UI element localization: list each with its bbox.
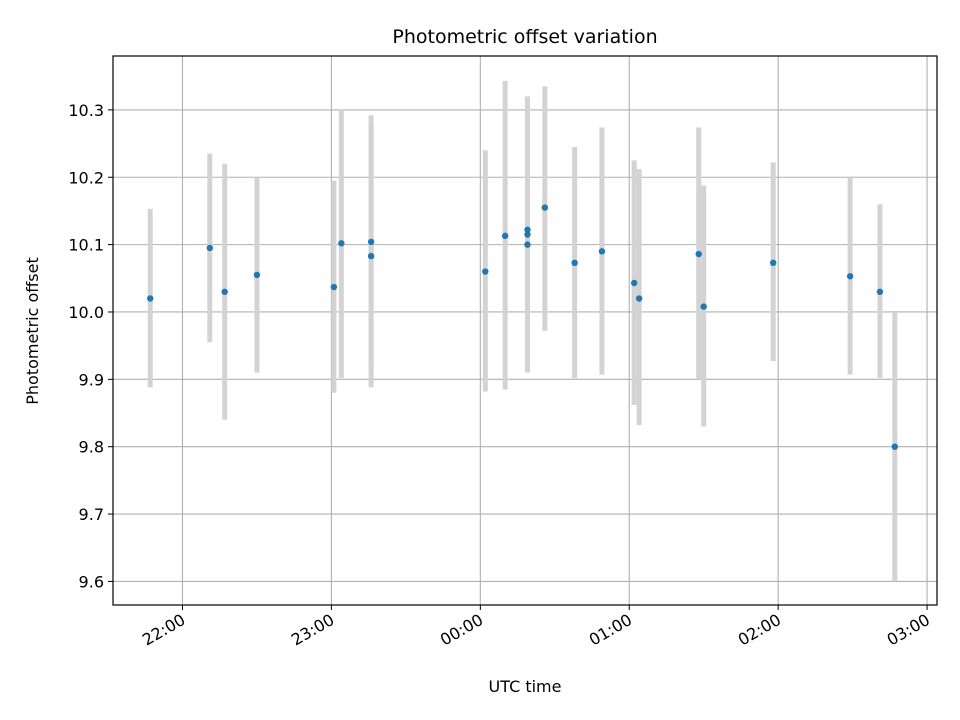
- data-point: [891, 443, 899, 450]
- data-point: [700, 303, 707, 310]
- data-point: [769, 259, 777, 267]
- data-point: [501, 232, 509, 240]
- data-point: [221, 288, 228, 295]
- y-tick-label: 9.9: [79, 370, 104, 389]
- data-point: [524, 226, 531, 233]
- data-point: [147, 295, 154, 302]
- data-point: [482, 268, 489, 275]
- data-points: [147, 204, 899, 450]
- y-axis-label: Photometric offset: [23, 257, 42, 405]
- y-tick-label: 10.1: [68, 236, 104, 255]
- data-point: [524, 231, 531, 238]
- data-point: [571, 259, 578, 267]
- data-point: [338, 240, 345, 247]
- data-point: [541, 204, 549, 211]
- y-tick-label: 9.8: [79, 438, 104, 457]
- data-point: [367, 238, 375, 246]
- y-tick-label: 10.3: [68, 101, 104, 120]
- x-axis-label: UTC time: [489, 677, 562, 696]
- data-point: [876, 288, 884, 295]
- plot-frame: [112, 55, 938, 606]
- y-tick-label: 9.7: [79, 505, 104, 524]
- data-point: [635, 295, 643, 302]
- data-point: [598, 248, 606, 255]
- data-point: [253, 271, 261, 279]
- data-point: [695, 250, 702, 258]
- chart-title: Photometric offset variation: [392, 26, 657, 48]
- y-tick-label: 9.6: [79, 572, 104, 591]
- y-tick-label: 10.0: [68, 303, 104, 322]
- data-point: [367, 252, 375, 260]
- data-point: [846, 273, 854, 280]
- data-point: [631, 279, 638, 287]
- y-tick-label: 10.2: [68, 168, 104, 187]
- data-point: [206, 244, 213, 252]
- data-point: [330, 283, 338, 291]
- data-point: [524, 241, 531, 248]
